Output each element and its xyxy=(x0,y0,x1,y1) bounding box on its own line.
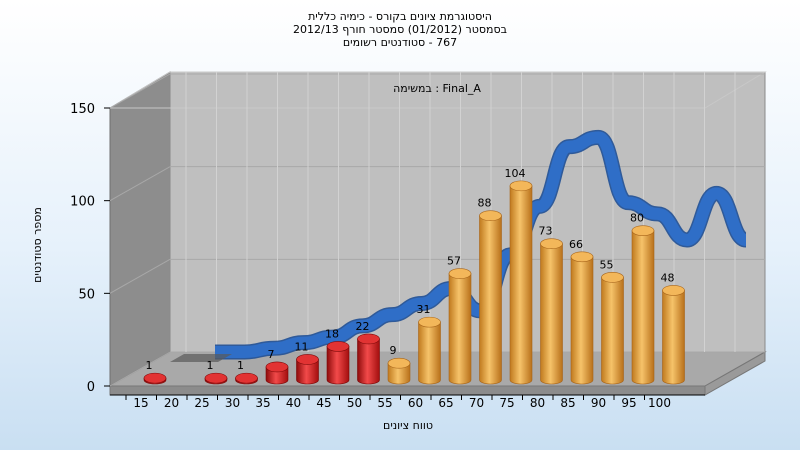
y-tick-label: 150 xyxy=(70,102,95,117)
side-gridline xyxy=(109,258,171,294)
bar-50 xyxy=(357,333,380,385)
x-tick-label: 45 xyxy=(316,396,331,410)
x-tick-label: 35 xyxy=(255,396,270,410)
x-tick-label: 65 xyxy=(438,396,453,410)
x-tick-label: 25 xyxy=(194,396,209,410)
bar-15 xyxy=(143,372,167,385)
y-tick-label: 50 xyxy=(78,287,95,302)
side-gridline xyxy=(109,351,171,387)
title-line-3: 767 - סטודנטים רשומים xyxy=(342,36,458,49)
x-tick-label: 90 xyxy=(591,396,606,410)
bar-value-label: 73 xyxy=(539,225,553,238)
right-edge xyxy=(704,351,766,396)
bar-value-label: 11 xyxy=(295,340,309,353)
bar-25 xyxy=(204,372,228,385)
x-tick-label: 85 xyxy=(560,396,575,410)
top-edge xyxy=(108,71,767,109)
bar-90 xyxy=(601,272,624,385)
side-gridline xyxy=(109,166,171,202)
x-tick-label: 30 xyxy=(225,396,240,410)
bar-value-label: 9 xyxy=(390,344,397,357)
x-tick-label: 50 xyxy=(347,396,362,410)
x-tick-label: 60 xyxy=(408,396,423,410)
floor-edge xyxy=(109,385,706,396)
bar-85 xyxy=(570,251,594,385)
floor-shadow xyxy=(170,354,232,362)
y-tick-label: 100 xyxy=(70,195,95,210)
bar-value-label: 88 xyxy=(478,197,492,210)
bar-value-label: 104 xyxy=(505,167,526,180)
bar-value-label: 18 xyxy=(325,327,339,340)
bar-40 xyxy=(296,354,319,385)
y-tick-label: 0 xyxy=(87,380,95,395)
bar-value-label: 1 xyxy=(237,359,244,372)
x-tick-label: 55 xyxy=(377,396,392,410)
x-tick-label: 40 xyxy=(286,396,301,410)
bar-value-label: 7 xyxy=(268,348,275,361)
bar-95 xyxy=(631,225,655,385)
x-tick-label: 80 xyxy=(530,396,545,410)
x-tick-label: 20 xyxy=(164,396,179,410)
bar-30 xyxy=(235,372,258,385)
title-line-2: בסמסטר (01/2012) סמסטר חורף 2012/13 xyxy=(293,23,507,36)
bar-value-label: 57 xyxy=(447,255,461,268)
bar-65 xyxy=(448,268,472,385)
x-axis-label: טווח ציונים xyxy=(383,419,433,432)
bar-value-label: 48 xyxy=(661,271,675,284)
x-tick-label: 100 xyxy=(648,396,671,410)
bar-70 xyxy=(479,210,502,385)
side-wall xyxy=(109,71,171,387)
bar-60 xyxy=(418,316,441,385)
bar-value-label: 1 xyxy=(146,359,153,372)
bar-value-label: 80 xyxy=(630,212,644,225)
title-line-1: היסטוגרמת ציונים בקורס - כימיה כללית xyxy=(308,10,492,23)
side-gridline xyxy=(109,73,171,109)
bar-35 xyxy=(265,361,289,385)
bar-80 xyxy=(540,238,563,385)
x-tick-label: 15 xyxy=(133,396,148,410)
bar-value-label: 31 xyxy=(417,303,431,316)
bar-45 xyxy=(326,341,350,385)
bar-value-label: 1 xyxy=(207,359,214,372)
bar-value-label: 66 xyxy=(569,238,583,251)
bar-value-label: 55 xyxy=(600,258,614,271)
x-tick-label: 75 xyxy=(499,396,514,410)
bar-value-label: 22 xyxy=(356,320,370,333)
x-tick-label: 70 xyxy=(469,396,484,410)
bar-55 xyxy=(387,357,411,385)
bar-100 xyxy=(662,285,685,385)
bar-75 xyxy=(509,180,533,385)
y-axis-label: מספר סטודנטים xyxy=(31,207,44,283)
x-tick-label: 95 xyxy=(621,396,636,410)
chart-subtitle: Final_A : במשימה xyxy=(393,82,481,95)
